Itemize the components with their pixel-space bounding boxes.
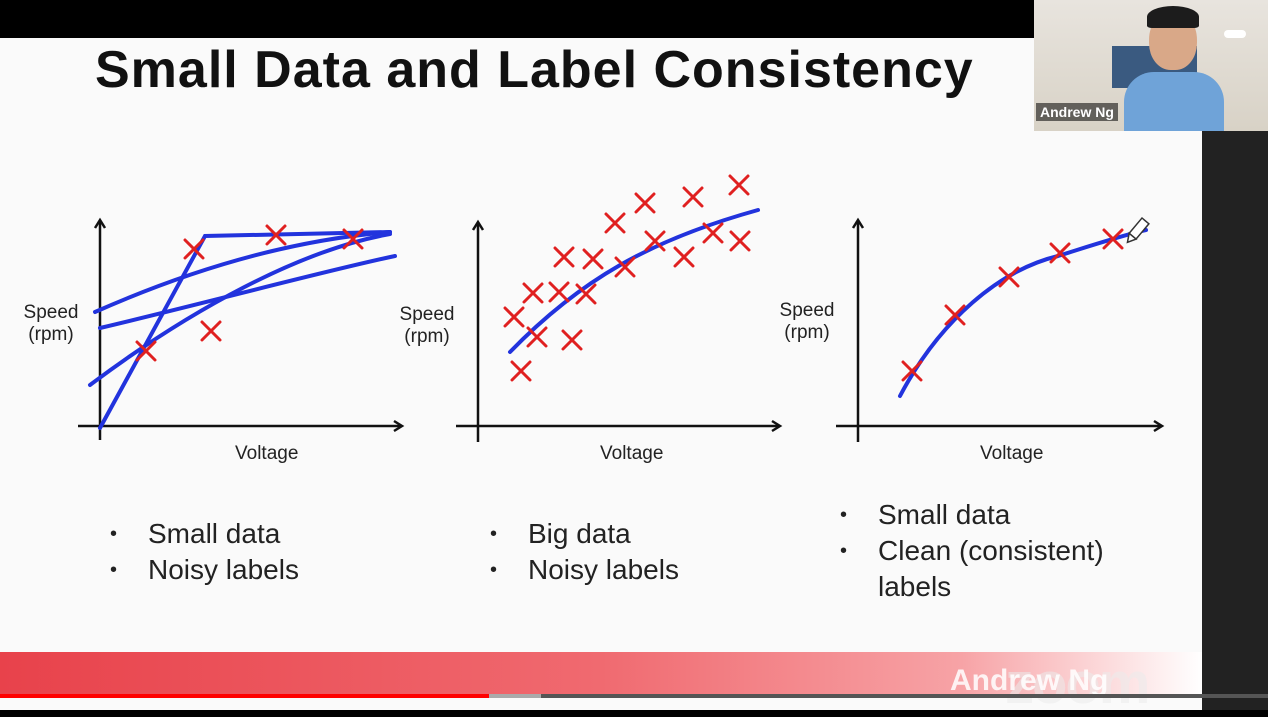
bullet-item: labels [878,571,952,602]
axes [836,217,1165,442]
ylabel-line2: (rpm) [404,326,450,347]
person-shirt [1124,72,1224,131]
zoom-logo: zoom [1005,651,1150,716]
plot2-ylabel: Speed (rpm) [392,304,462,348]
side-panel [1202,130,1268,710]
plot-small-noisy [78,217,405,440]
ylabel-line2: (rpm) [784,322,830,343]
noisy-labels [135,224,364,362]
ylabel-line1: Speed [23,302,79,323]
plot2-bullets: Big data Noisy labels [490,516,679,588]
ylabel-line1: Speed [399,304,455,325]
plot-big-noisy [456,174,783,442]
bullet-item: Noisy labels [110,552,299,588]
person-hair [1147,6,1199,28]
bullet-item: Small data [110,516,299,552]
plot2-xlabel: Voltage [600,443,664,464]
bullet-item: Clean (consistent) [840,533,1104,569]
ylabel-line1: Speed [779,300,835,321]
slide-footer-band [0,652,1202,697]
bullet-item: Big data [490,516,679,552]
pencil-icon [1126,216,1150,244]
axes [456,219,783,442]
noisy-labels [503,174,751,382]
slide [0,38,1202,710]
plot3-ylabel: Speed (rpm) [772,300,842,344]
video-progress-buffered [489,694,541,698]
plot1-bullets: Small data Noisy labels [110,516,299,588]
bullet-item: Noisy labels [490,552,679,588]
bullet-item: Small data [840,497,1104,533]
plot3-bullets: Small data Clean (consistent) labels [840,497,1104,605]
slide-title: Small Data and Label Consistency [95,41,974,99]
video-progress-played [0,694,489,698]
fit-curve [508,208,760,354]
plot1-ylabel: Speed (rpm) [16,302,86,346]
clean-labels [901,228,1124,382]
video-progress-track[interactable] [0,694,1268,698]
fit-curve [898,228,1148,398]
ceiling-light [1224,30,1246,38]
fit-curves [88,230,397,430]
presenter-name: Andrew Ng [950,664,1109,697]
plot-small-clean [836,216,1165,442]
plot3-xlabel: Voltage [980,443,1044,464]
plot1-xlabel: Voltage [235,443,299,464]
webcam-name-label: Andrew Ng [1036,103,1118,121]
ylabel-line2: (rpm) [28,324,74,345]
axes [78,217,405,440]
